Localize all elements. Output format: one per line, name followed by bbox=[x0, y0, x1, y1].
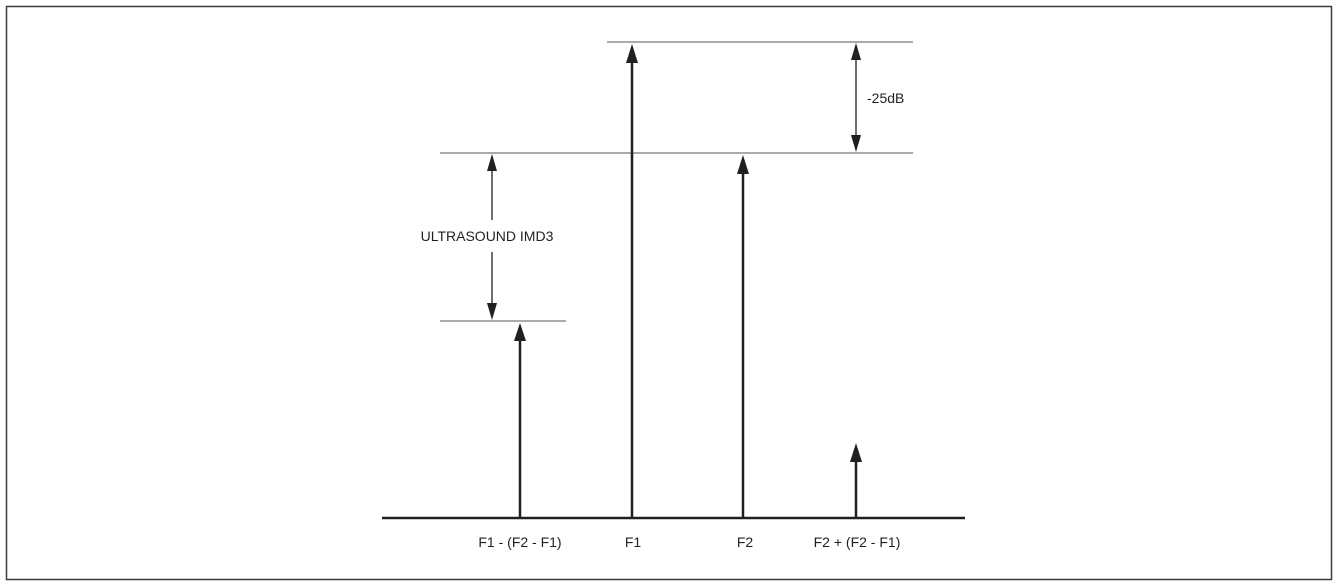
ultrasound-imd3-label: ULTRASOUND IMD3 bbox=[421, 228, 554, 244]
spectral-line-f2-plus bbox=[850, 443, 862, 518]
minus-25db-label: -25dB bbox=[867, 90, 904, 106]
spectral-line-f2 bbox=[737, 155, 749, 518]
spectral-line-f1 bbox=[626, 44, 638, 518]
diagram-frame bbox=[5, 5, 1333, 581]
axis-label-f2: F2 bbox=[737, 534, 754, 550]
ultrasound-imd3-dimension-arrow-upper bbox=[487, 154, 497, 220]
axis-label-f1-minus: F1 - (F2 - F1) bbox=[478, 534, 561, 550]
axis-label-f2-plus: F2 + (F2 - F1) bbox=[814, 534, 901, 550]
spectral-line-f1-minus bbox=[514, 323, 526, 518]
minus-25db-dimension-arrow bbox=[851, 43, 861, 152]
axis-label-f1: F1 bbox=[625, 534, 642, 550]
ultrasound-imd3-dimension-arrow-lower bbox=[487, 252, 497, 320]
